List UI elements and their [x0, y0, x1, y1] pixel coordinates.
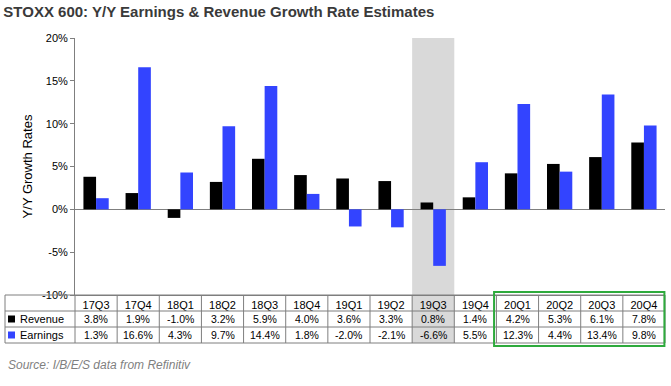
svg-text:20Q1: 20Q1	[504, 299, 531, 311]
svg-text:3.8%: 3.8%	[84, 313, 108, 325]
svg-text:Y/Y Growth Rates: Y/Y Growth Rates	[20, 114, 35, 218]
svg-text:17Q4: 17Q4	[125, 299, 152, 311]
svg-text:-5%: -5%	[48, 246, 68, 258]
svg-text:1.9%: 1.9%	[126, 313, 150, 325]
svg-text:13.4%: 13.4%	[587, 329, 617, 341]
svg-text:1.3%: 1.3%	[84, 329, 108, 341]
svg-text:19Q3: 19Q3	[420, 299, 447, 311]
svg-text:Revenue: Revenue	[20, 313, 64, 325]
svg-text:18Q3: 18Q3	[251, 299, 278, 311]
svg-text:19Q4: 19Q4	[462, 299, 489, 311]
svg-text:3.3%: 3.3%	[379, 313, 403, 325]
svg-text:5.5%: 5.5%	[463, 329, 487, 341]
svg-text:-2.0%: -2.0%	[335, 329, 362, 341]
svg-text:-6.6%: -6.6%	[420, 329, 447, 341]
svg-text:19Q1: 19Q1	[335, 299, 362, 311]
svg-text:15%: 15%	[46, 75, 68, 87]
svg-text:9.8%: 9.8%	[632, 329, 656, 341]
svg-text:5%: 5%	[52, 160, 68, 172]
svg-text:4.0%: 4.0%	[295, 313, 319, 325]
svg-text:0.8%: 0.8%	[421, 313, 445, 325]
svg-text:18Q4: 18Q4	[293, 299, 320, 311]
svg-text:-1.0%: -1.0%	[167, 313, 194, 325]
svg-text:16.6%: 16.6%	[123, 329, 153, 341]
svg-text:7.8%: 7.8%	[632, 313, 656, 325]
svg-text:20%: 20%	[46, 32, 68, 44]
svg-text:14.4%: 14.4%	[250, 329, 280, 341]
svg-text:12.3%: 12.3%	[503, 329, 533, 341]
svg-text:17Q3: 17Q3	[83, 299, 110, 311]
svg-text:10%: 10%	[46, 118, 68, 130]
svg-text:4.4%: 4.4%	[548, 329, 572, 341]
svg-text:4.3%: 4.3%	[168, 329, 192, 341]
svg-text:-2.1%: -2.1%	[378, 329, 405, 341]
svg-text:1.8%: 1.8%	[295, 329, 319, 341]
svg-text:1.4%: 1.4%	[463, 313, 487, 325]
svg-text:5.3%: 5.3%	[548, 313, 572, 325]
svg-text:0%: 0%	[52, 203, 68, 215]
svg-text:6.1%: 6.1%	[590, 313, 614, 325]
svg-text:19Q2: 19Q2	[378, 299, 405, 311]
svg-text:STOXX 600: Y/Y Earnings & Reve: STOXX 600: Y/Y Earnings & Revenue Growth…	[3, 3, 434, 20]
svg-text:5.9%: 5.9%	[253, 313, 277, 325]
svg-text:18Q1: 18Q1	[167, 299, 194, 311]
svg-text:Source: I/B/E/S data from Refi: Source: I/B/E/S data from Refinitiv	[8, 358, 191, 372]
svg-text:4.2%: 4.2%	[506, 313, 530, 325]
svg-text:9.7%: 9.7%	[211, 329, 235, 341]
svg-text:20Q3: 20Q3	[588, 299, 615, 311]
svg-text:-10%: -10%	[42, 289, 68, 301]
svg-text:18Q2: 18Q2	[209, 299, 236, 311]
svg-text:Earnings: Earnings	[20, 329, 64, 341]
svg-text:3.2%: 3.2%	[211, 313, 235, 325]
svg-text:20Q4: 20Q4	[630, 299, 657, 311]
svg-text:20Q2: 20Q2	[546, 299, 573, 311]
svg-text:3.6%: 3.6%	[337, 313, 361, 325]
